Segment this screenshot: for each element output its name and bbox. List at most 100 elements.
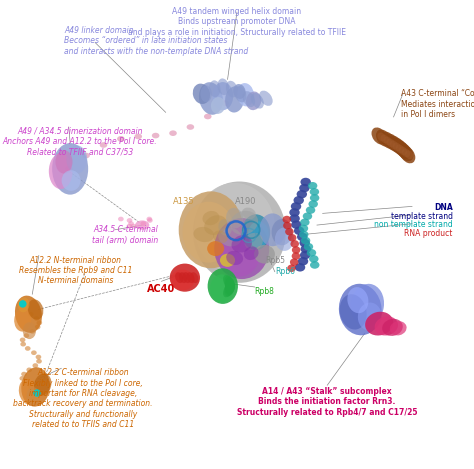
Ellipse shape — [233, 84, 246, 99]
Ellipse shape — [199, 82, 223, 115]
Ellipse shape — [347, 287, 368, 313]
Ellipse shape — [135, 220, 149, 230]
Ellipse shape — [242, 208, 256, 219]
Circle shape — [33, 389, 41, 397]
Text: Rpb5: Rpb5 — [265, 256, 285, 265]
Ellipse shape — [381, 135, 389, 144]
Ellipse shape — [218, 227, 242, 246]
Ellipse shape — [358, 303, 382, 331]
Ellipse shape — [204, 215, 227, 235]
Text: DNA: DNA — [434, 203, 453, 212]
Ellipse shape — [400, 146, 415, 163]
Ellipse shape — [396, 144, 404, 153]
Ellipse shape — [299, 231, 309, 238]
Ellipse shape — [212, 82, 233, 110]
Ellipse shape — [28, 385, 34, 389]
Ellipse shape — [20, 338, 26, 342]
Ellipse shape — [254, 245, 275, 264]
Ellipse shape — [36, 320, 42, 325]
Ellipse shape — [293, 196, 304, 204]
Ellipse shape — [283, 222, 292, 229]
Ellipse shape — [209, 80, 220, 97]
Text: A12.2 N-terminal ribbon
Resembles the Rpb9 and C11
N-terminal domains: A12.2 N-terminal ribbon Resembles the Rp… — [19, 256, 132, 286]
Ellipse shape — [135, 134, 142, 139]
Ellipse shape — [243, 91, 255, 107]
Ellipse shape — [220, 254, 235, 267]
Ellipse shape — [394, 140, 409, 157]
Ellipse shape — [230, 211, 258, 235]
Ellipse shape — [396, 142, 411, 159]
Ellipse shape — [223, 275, 235, 290]
Text: A49 tandem winged helix domain
Binds upstream promoter DNA
and plays a role in i: A49 tandem winged helix domain Binds ups… — [128, 7, 346, 37]
Ellipse shape — [210, 274, 234, 303]
Ellipse shape — [22, 380, 28, 385]
Ellipse shape — [244, 233, 263, 250]
Ellipse shape — [377, 133, 386, 141]
Ellipse shape — [18, 297, 29, 312]
Text: Rpb6: Rpb6 — [275, 267, 295, 276]
Ellipse shape — [259, 213, 286, 246]
Ellipse shape — [55, 150, 73, 174]
Ellipse shape — [82, 153, 90, 159]
Ellipse shape — [179, 191, 243, 268]
Ellipse shape — [294, 227, 304, 235]
Ellipse shape — [308, 182, 317, 189]
Ellipse shape — [387, 138, 395, 147]
Ellipse shape — [226, 251, 243, 265]
Ellipse shape — [251, 93, 264, 109]
Ellipse shape — [24, 333, 29, 338]
Ellipse shape — [193, 227, 214, 242]
Ellipse shape — [376, 129, 392, 147]
Ellipse shape — [207, 241, 224, 256]
Ellipse shape — [62, 170, 81, 191]
Ellipse shape — [20, 342, 26, 347]
Ellipse shape — [374, 317, 398, 335]
Ellipse shape — [35, 325, 40, 329]
Ellipse shape — [339, 284, 382, 335]
Ellipse shape — [299, 184, 310, 192]
Ellipse shape — [224, 280, 235, 296]
Text: RNA product: RNA product — [404, 229, 453, 238]
Ellipse shape — [127, 218, 132, 223]
Ellipse shape — [175, 272, 183, 283]
Ellipse shape — [310, 188, 319, 196]
Ellipse shape — [100, 142, 107, 148]
Ellipse shape — [19, 376, 25, 381]
Ellipse shape — [259, 91, 273, 106]
Ellipse shape — [49, 153, 73, 189]
Ellipse shape — [398, 144, 413, 161]
Ellipse shape — [292, 252, 300, 260]
Ellipse shape — [182, 202, 235, 263]
Ellipse shape — [384, 134, 400, 151]
Ellipse shape — [152, 133, 159, 138]
Text: A49 linker domain
Becomes “ordered” in late initiation states
and interacts with: A49 linker domain Becomes “ordered” in l… — [64, 26, 248, 56]
Ellipse shape — [182, 272, 191, 283]
Text: A14 / A43 “Stalk” subcomplex
Binds the initiation factor Rrn3.
Structurally rela: A14 / A43 “Stalk” subcomplex Binds the i… — [237, 387, 417, 417]
Ellipse shape — [390, 140, 398, 149]
Ellipse shape — [288, 234, 296, 242]
Ellipse shape — [299, 225, 308, 232]
Ellipse shape — [65, 166, 73, 172]
Ellipse shape — [223, 282, 235, 297]
Ellipse shape — [242, 214, 270, 250]
Ellipse shape — [285, 228, 294, 235]
Ellipse shape — [34, 373, 51, 396]
Ellipse shape — [34, 316, 39, 321]
Ellipse shape — [208, 268, 238, 304]
Ellipse shape — [301, 237, 310, 244]
Ellipse shape — [32, 363, 38, 368]
Text: A43 C-terminal “Connector”
Mediates interaction
in Pol I dimers: A43 C-terminal “Connector” Mediates inte… — [401, 89, 474, 119]
Ellipse shape — [300, 219, 310, 226]
Ellipse shape — [301, 178, 311, 186]
Ellipse shape — [246, 91, 261, 110]
Ellipse shape — [226, 81, 237, 98]
Ellipse shape — [218, 78, 229, 95]
Text: A135: A135 — [173, 197, 195, 206]
Ellipse shape — [383, 136, 392, 145]
Ellipse shape — [170, 264, 200, 292]
Ellipse shape — [291, 220, 301, 229]
Ellipse shape — [300, 239, 310, 247]
Text: A12.2 C-terminal ribbon
Flexibly linked to the Pol I core,
important for RNA cle: A12.2 C-terminal ribbon Flexibly linked … — [13, 368, 153, 429]
Ellipse shape — [225, 86, 244, 113]
Ellipse shape — [297, 190, 307, 198]
